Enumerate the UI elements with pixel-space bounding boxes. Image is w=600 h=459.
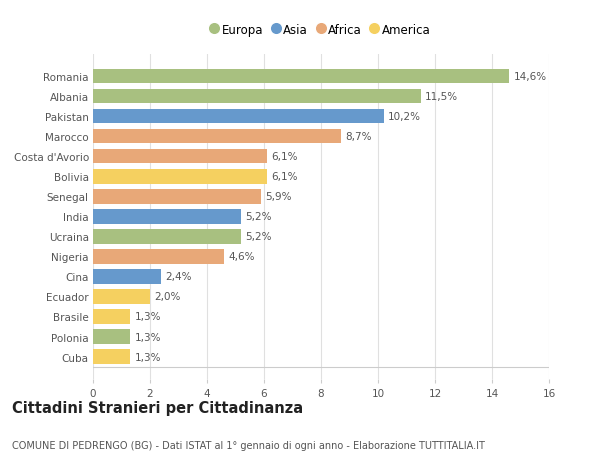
Text: 5,9%: 5,9% (265, 192, 292, 202)
Bar (93, 110, 384, 124)
Text: 11,5%: 11,5% (425, 92, 458, 102)
Text: 5,2%: 5,2% (245, 232, 272, 242)
Bar (93, 90, 421, 104)
Bar (93, 250, 224, 264)
Bar (93, 330, 130, 344)
Bar (93, 290, 150, 304)
Text: Cittadini Stranieri per Cittadinanza: Cittadini Stranieri per Cittadinanza (12, 400, 303, 415)
Text: 14,6%: 14,6% (514, 72, 547, 82)
Text: 1,3%: 1,3% (134, 312, 161, 322)
Text: 1,3%: 1,3% (134, 332, 161, 342)
Text: 8,7%: 8,7% (345, 132, 372, 142)
Bar (93, 190, 261, 204)
Text: COMUNE DI PEDRENGO (BG) - Dati ISTAT al 1° gennaio di ogni anno - Elaborazione T: COMUNE DI PEDRENGO (BG) - Dati ISTAT al … (12, 440, 485, 450)
Text: 6,1%: 6,1% (271, 172, 298, 182)
Bar (93, 310, 130, 324)
Legend: Europa, Asia, Africa, America: Europa, Asia, Africa, America (206, 19, 436, 41)
Bar (93, 210, 241, 224)
Bar (93, 350, 130, 364)
Text: 2,4%: 2,4% (166, 272, 192, 282)
Bar (93, 230, 241, 244)
Bar (93, 170, 267, 184)
Text: 2,0%: 2,0% (154, 292, 181, 302)
Text: 10,2%: 10,2% (388, 112, 421, 122)
Bar (93, 150, 267, 164)
Bar (93, 269, 161, 284)
Text: 4,6%: 4,6% (229, 252, 255, 262)
Text: 1,3%: 1,3% (134, 352, 161, 362)
Text: 6,1%: 6,1% (271, 152, 298, 162)
Bar (93, 70, 509, 84)
Bar (93, 130, 341, 144)
Text: 5,2%: 5,2% (245, 212, 272, 222)
